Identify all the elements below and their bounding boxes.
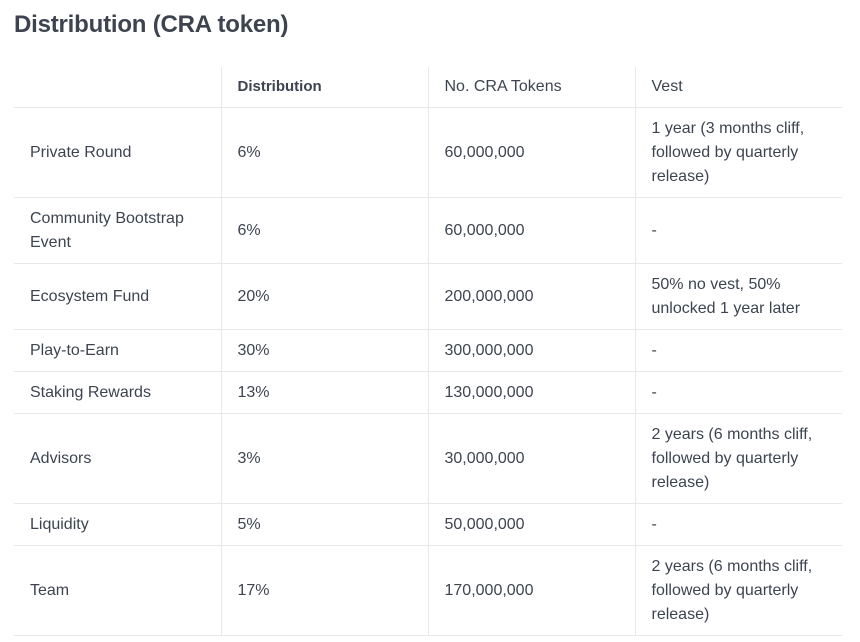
row-name: Team — [14, 545, 221, 636]
row-vest: 2 years (6 months cliff, followed by qua… — [634, 413, 842, 504]
row-distribution: 30% — [220, 329, 428, 372]
row-tokens: 300,000,000 — [427, 329, 635, 372]
row-name: Ecosystem Fund — [14, 263, 221, 330]
table-body: Private Round 6% 60,000,000 1 year (3 mo… — [14, 107, 842, 636]
row-tokens: 60,000,000 — [427, 107, 635, 198]
row-name: Private Round — [14, 107, 221, 198]
table-row: Play-to-Earn 30% 300,000,000 - — [14, 329, 842, 372]
page-title: Distribution (CRA token) — [14, 11, 289, 38]
row-distribution: 3% — [220, 413, 428, 504]
row-vest: 2 years (6 months cliff, followed by qua… — [634, 545, 842, 636]
row-distribution: 13% — [220, 371, 428, 414]
row-distribution: 6% — [220, 197, 428, 264]
row-tokens: 130,000,000 — [427, 371, 635, 414]
header-cell-empty — [14, 67, 221, 108]
table-row: Private Round 6% 60,000,000 1 year (3 mo… — [14, 107, 842, 198]
header-row: Distribution No. CRA Tokens Vest — [14, 67, 842, 108]
row-tokens: 30,000,000 — [427, 413, 635, 504]
row-distribution: 20% — [220, 263, 428, 330]
table-header: Distribution No. CRA Tokens Vest — [14, 67, 842, 108]
table-row: Advisors 3% 30,000,000 2 years (6 months… — [14, 413, 842, 504]
row-distribution: 6% — [220, 107, 428, 198]
row-distribution: 5% — [220, 503, 428, 546]
row-tokens: 200,000,000 — [427, 263, 635, 330]
row-distribution: 17% — [220, 545, 428, 636]
header-cell-distribution: Distribution — [220, 67, 428, 108]
row-vest: 50% no vest, 50% unlocked 1 year later — [634, 263, 842, 330]
row-name: Staking Rewards — [14, 371, 221, 414]
header-cell-tokens: No. CRA Tokens — [427, 67, 635, 108]
row-tokens: 60,000,000 — [427, 197, 635, 264]
distribution-table: Distribution No. CRA Tokens Vest Private… — [14, 67, 842, 636]
row-vest: - — [634, 503, 842, 546]
header-cell-vest: Vest — [634, 67, 842, 108]
row-vest: 1 year (3 months cliff, followed by quar… — [634, 107, 842, 198]
row-tokens: 170,000,000 — [427, 545, 635, 636]
table-row: Liquidity 5% 50,000,000 - — [14, 503, 842, 546]
row-vest: - — [634, 371, 842, 414]
table-row: Community Bootstrap Event 6% 60,000,000 … — [14, 197, 842, 264]
row-tokens: 50,000,000 — [427, 503, 635, 546]
row-name: Play-to-Earn — [14, 329, 221, 372]
row-name: Advisors — [14, 413, 221, 504]
row-vest: - — [634, 197, 842, 264]
table-row: Ecosystem Fund 20% 200,000,000 50% no ve… — [14, 263, 842, 330]
row-name: Liquidity — [14, 503, 221, 546]
table-row: Staking Rewards 13% 130,000,000 - — [14, 371, 842, 414]
row-name: Community Bootstrap Event — [14, 197, 221, 264]
table-row: Team 17% 170,000,000 2 years (6 months c… — [14, 545, 842, 636]
row-vest: - — [634, 329, 842, 372]
